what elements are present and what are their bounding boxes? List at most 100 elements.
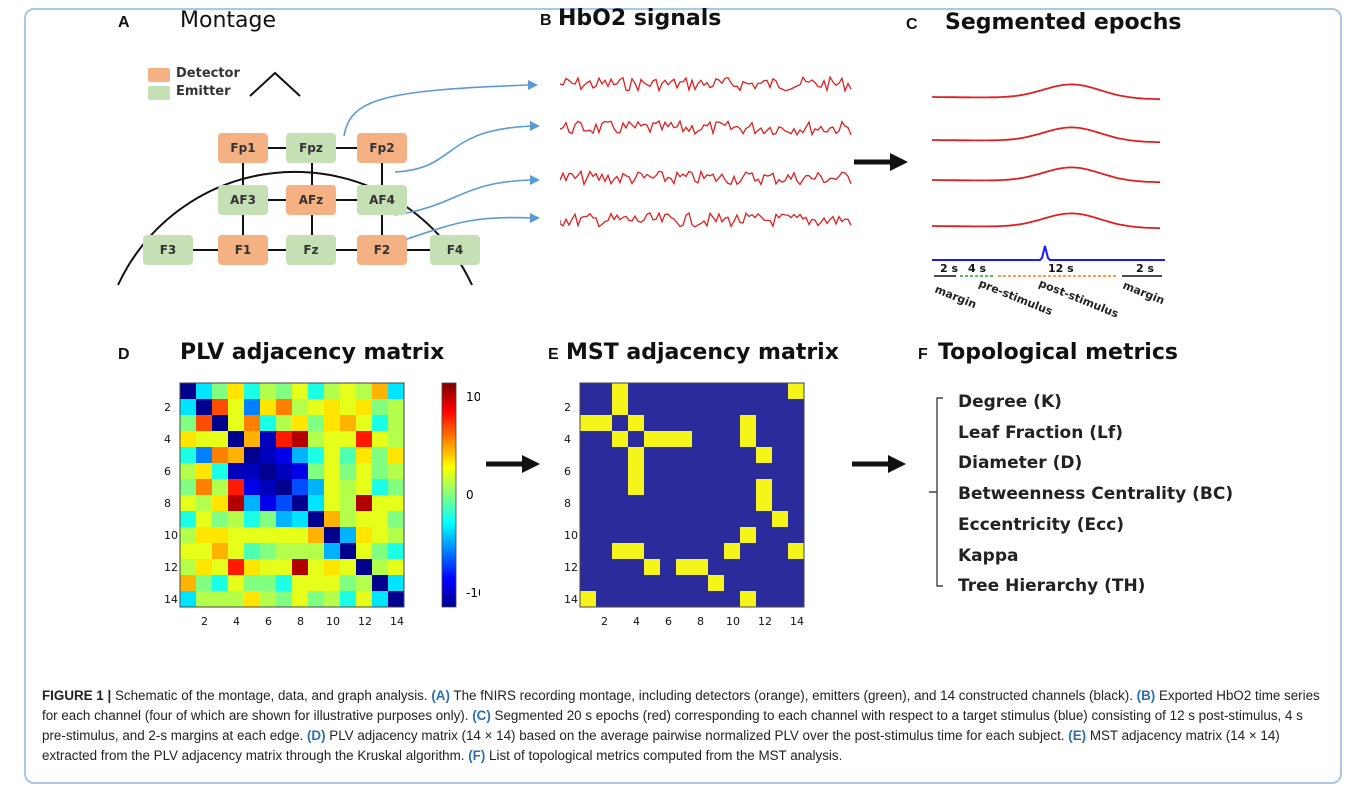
plv-cell: [372, 431, 388, 447]
plv-cell: [308, 447, 324, 463]
x-tick-2: 2: [601, 615, 608, 625]
y-tick-14: 14: [564, 593, 578, 606]
plv-cell: [388, 527, 404, 543]
plv-cell: [292, 463, 308, 479]
panel-e-title: MST adjacency matrix: [566, 340, 839, 365]
plv-cell: [228, 415, 244, 431]
plv-cell: [324, 559, 340, 575]
plv-cell: [356, 415, 372, 431]
plv-cell: [244, 383, 260, 399]
plv-cell: [372, 479, 388, 495]
plv-cell: [324, 543, 340, 559]
plv-cell: [196, 479, 212, 495]
y-tick-4: 4: [164, 433, 171, 446]
mst-edge-cell: [612, 543, 628, 559]
mst-edge-cell: [596, 415, 612, 431]
plv-cell: [324, 383, 340, 399]
plv-cell: [388, 559, 404, 575]
mst-edge-cell: [724, 543, 740, 559]
caption-d-tag[interactable]: (D): [306, 728, 326, 743]
plv-cell: [388, 591, 404, 607]
plv-cell: [292, 383, 308, 399]
panel-a-letter: A: [118, 14, 130, 31]
panel-d-letter: D: [118, 346, 130, 363]
plv-cell: [308, 543, 324, 559]
plv-cell: [212, 591, 228, 607]
plv-cell: [212, 559, 228, 575]
segment-4-label: 2 s: [1136, 262, 1154, 275]
plv-cell: [228, 431, 244, 447]
plv-cell: [308, 399, 324, 415]
x-tick-14: 14: [790, 615, 804, 625]
plv-cell: [388, 495, 404, 511]
plv-cell: [324, 399, 340, 415]
plv-cell: [228, 495, 244, 511]
metric-leaf-fraction: Leaf Fraction (Lf): [958, 423, 1124, 443]
caption-e-tag[interactable]: (E): [1068, 728, 1087, 743]
node-fp1: Fp1: [218, 133, 268, 163]
mst-edge-cell: [756, 495, 772, 511]
segmented-epochs: 2 s 4 s 12 s 2 s margin pre-stimulus pos…: [932, 83, 1166, 321]
y-tick-10: 10: [564, 529, 578, 542]
panel-b-title: HbO2 signals: [558, 6, 722, 31]
plv-cell: [196, 415, 212, 431]
plv-cell: [308, 431, 324, 447]
plv-cell: [340, 415, 356, 431]
mst-edge-cell: [628, 543, 644, 559]
panel-d-title: PLV adjacency matrix: [180, 340, 445, 365]
plv-cell: [212, 511, 228, 527]
plv-cell: [340, 383, 356, 399]
plv-cell: [196, 447, 212, 463]
caption-f-tag[interactable]: (F): [468, 748, 486, 763]
stimulus-trace: [932, 245, 1165, 261]
mst-edge-cell: [612, 399, 628, 415]
plv-cell: [276, 479, 292, 495]
mst-edge-cell: [660, 431, 676, 447]
caption-c-tag[interactable]: (C): [472, 708, 491, 723]
plv-cell: [356, 575, 372, 591]
plv-cell: [276, 463, 292, 479]
plv-cell: [180, 527, 196, 543]
plv-cell: [228, 527, 244, 543]
x-tick-10: 10: [326, 615, 340, 625]
caption-intro: Schematic of the montage, data, and grap…: [111, 688, 432, 703]
plv-cell: [276, 543, 292, 559]
plv-cell: [276, 383, 292, 399]
caption-a-text: The fNIRS recording montage, including d…: [449, 688, 1137, 703]
node-fpz: Fpz: [286, 133, 336, 163]
plv-cell: [180, 399, 196, 415]
plv-cell: [260, 527, 276, 543]
plv-cell: [196, 543, 212, 559]
plv-cell: [276, 399, 292, 415]
plv-cell: [340, 559, 356, 575]
plv-cell: [196, 591, 212, 607]
caption-b-tag[interactable]: (B): [1136, 688, 1156, 703]
x-tick-12: 12: [358, 615, 372, 625]
mst-edge-cell: [788, 383, 804, 399]
y-tick-2: 2: [164, 401, 171, 414]
plv-cell: [308, 495, 324, 511]
mst-edge-cell: [756, 447, 772, 463]
plv-cell: [180, 591, 196, 607]
plv-cell: [196, 383, 212, 399]
plv-cell: [196, 463, 212, 479]
plv-cell: [276, 511, 292, 527]
plv-cell: [388, 511, 404, 527]
plv-cell: [372, 527, 388, 543]
plv-cell: [180, 543, 196, 559]
mst-edge-cell: [628, 479, 644, 495]
plv-cell: [276, 495, 292, 511]
y-tick-8: 8: [564, 497, 571, 510]
segment-3-label: 12 s: [1048, 262, 1074, 275]
plv-cell: [212, 527, 228, 543]
plv-cell: [356, 543, 372, 559]
plv-cell: [228, 591, 244, 607]
flow-arrow-b-to-c: [854, 153, 908, 171]
arrow-heads: [528, 80, 540, 223]
epoch-curve-1: [932, 83, 1161, 101]
metric-kappa: Kappa: [958, 546, 1019, 566]
plv-cell: [356, 447, 372, 463]
mst-edge-cell: [740, 591, 756, 607]
plv-cell: [388, 479, 404, 495]
caption-a-tag[interactable]: (A): [431, 688, 450, 703]
